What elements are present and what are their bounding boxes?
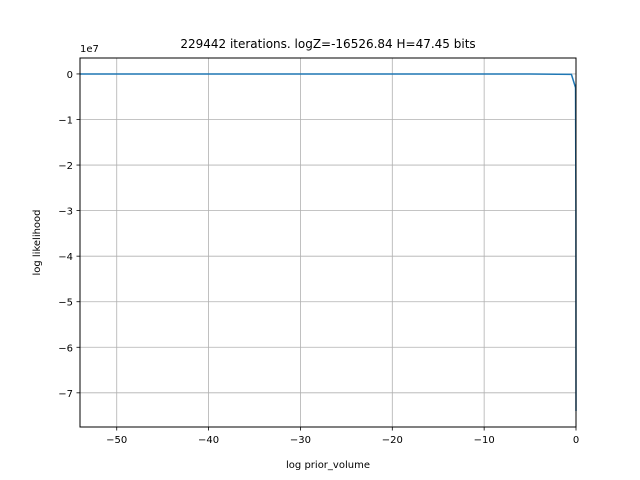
x-tick-label: 0 (573, 435, 579, 446)
ticks-group: −50 −40 −30 −20 −10 0 0 −1 −2 −3 −4 −5 −6 −7 (58, 70, 579, 446)
y-tick-label: −3 (58, 207, 73, 218)
y-tick-label: 0 (67, 70, 73, 81)
x-tick-label: −50 (106, 435, 127, 446)
series-line (80, 73, 577, 412)
y-tick-label: −1 (58, 116, 73, 127)
plot-frame (79, 57, 577, 428)
y-axis-offset-label: 1e7 (80, 44, 99, 55)
grid-lines (80, 58, 577, 427)
x-tick-label: −20 (382, 435, 403, 446)
x-tick-label: −10 (474, 435, 495, 446)
y-axis-label: log likelihood (32, 209, 43, 275)
series-group (80, 73, 577, 412)
x-axis-label: log prior_volume (286, 460, 370, 471)
y-tick-label: −2 (58, 161, 73, 172)
y-tick-label: −7 (58, 389, 73, 400)
y-tick-label: −5 (58, 298, 73, 309)
x-tick-label: −40 (198, 435, 219, 446)
y-tick-label: −6 (58, 343, 73, 354)
chart-title: 229442 iterations. logZ=-16526.84 H=47.4… (180, 37, 475, 51)
y-tick-label: −4 (58, 252, 73, 263)
x-tick-label: −30 (290, 435, 311, 446)
